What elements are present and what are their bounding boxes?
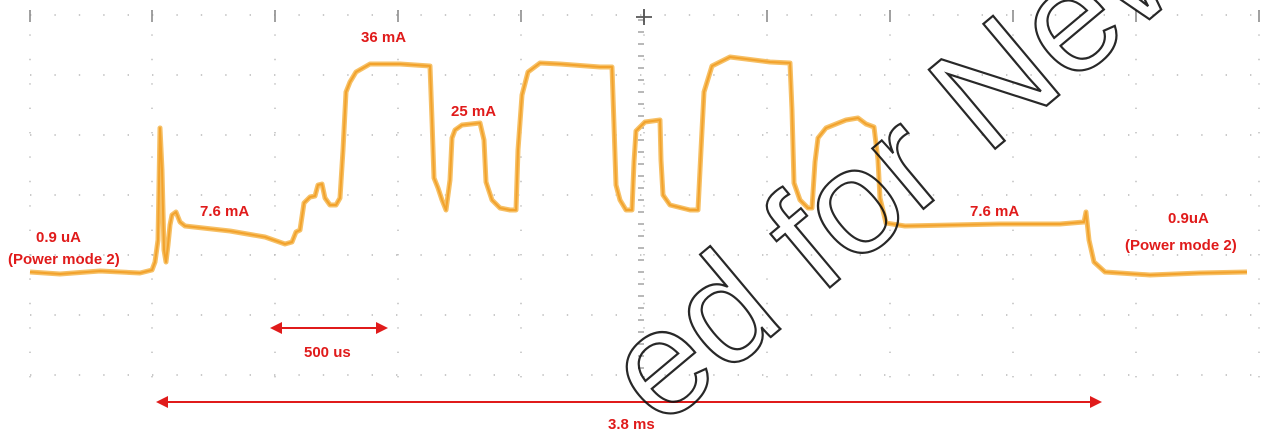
label-sleep-left-mode: (Power mode 2)	[8, 251, 120, 268]
label-sleep-left: 0.9 uA	[36, 229, 81, 246]
watermark-text: ed for New	[573, 0, 1237, 435]
current-trace-layer	[29, 54, 1248, 278]
scale-arrow-3-8ms	[156, 396, 1102, 408]
label-mid: 25 mA	[451, 103, 496, 120]
label-peak: 36 mA	[361, 29, 406, 46]
label-active-left: 7.6 mA	[200, 203, 249, 220]
scale-arrow-500us	[270, 322, 388, 334]
trigger-marker	[636, 9, 652, 25]
label-scale-500us: 500 us	[304, 344, 351, 361]
scope-grid	[29, 9, 1260, 382]
current-trace	[29, 56, 1248, 276]
label-sleep-right-mode: (Power mode 2)	[1125, 237, 1237, 254]
label-active-right: 7.6 mA	[970, 203, 1019, 220]
label-sleep-right: 0.9uA	[1168, 210, 1209, 227]
label-scale-total: 3.8 ms	[608, 416, 655, 433]
